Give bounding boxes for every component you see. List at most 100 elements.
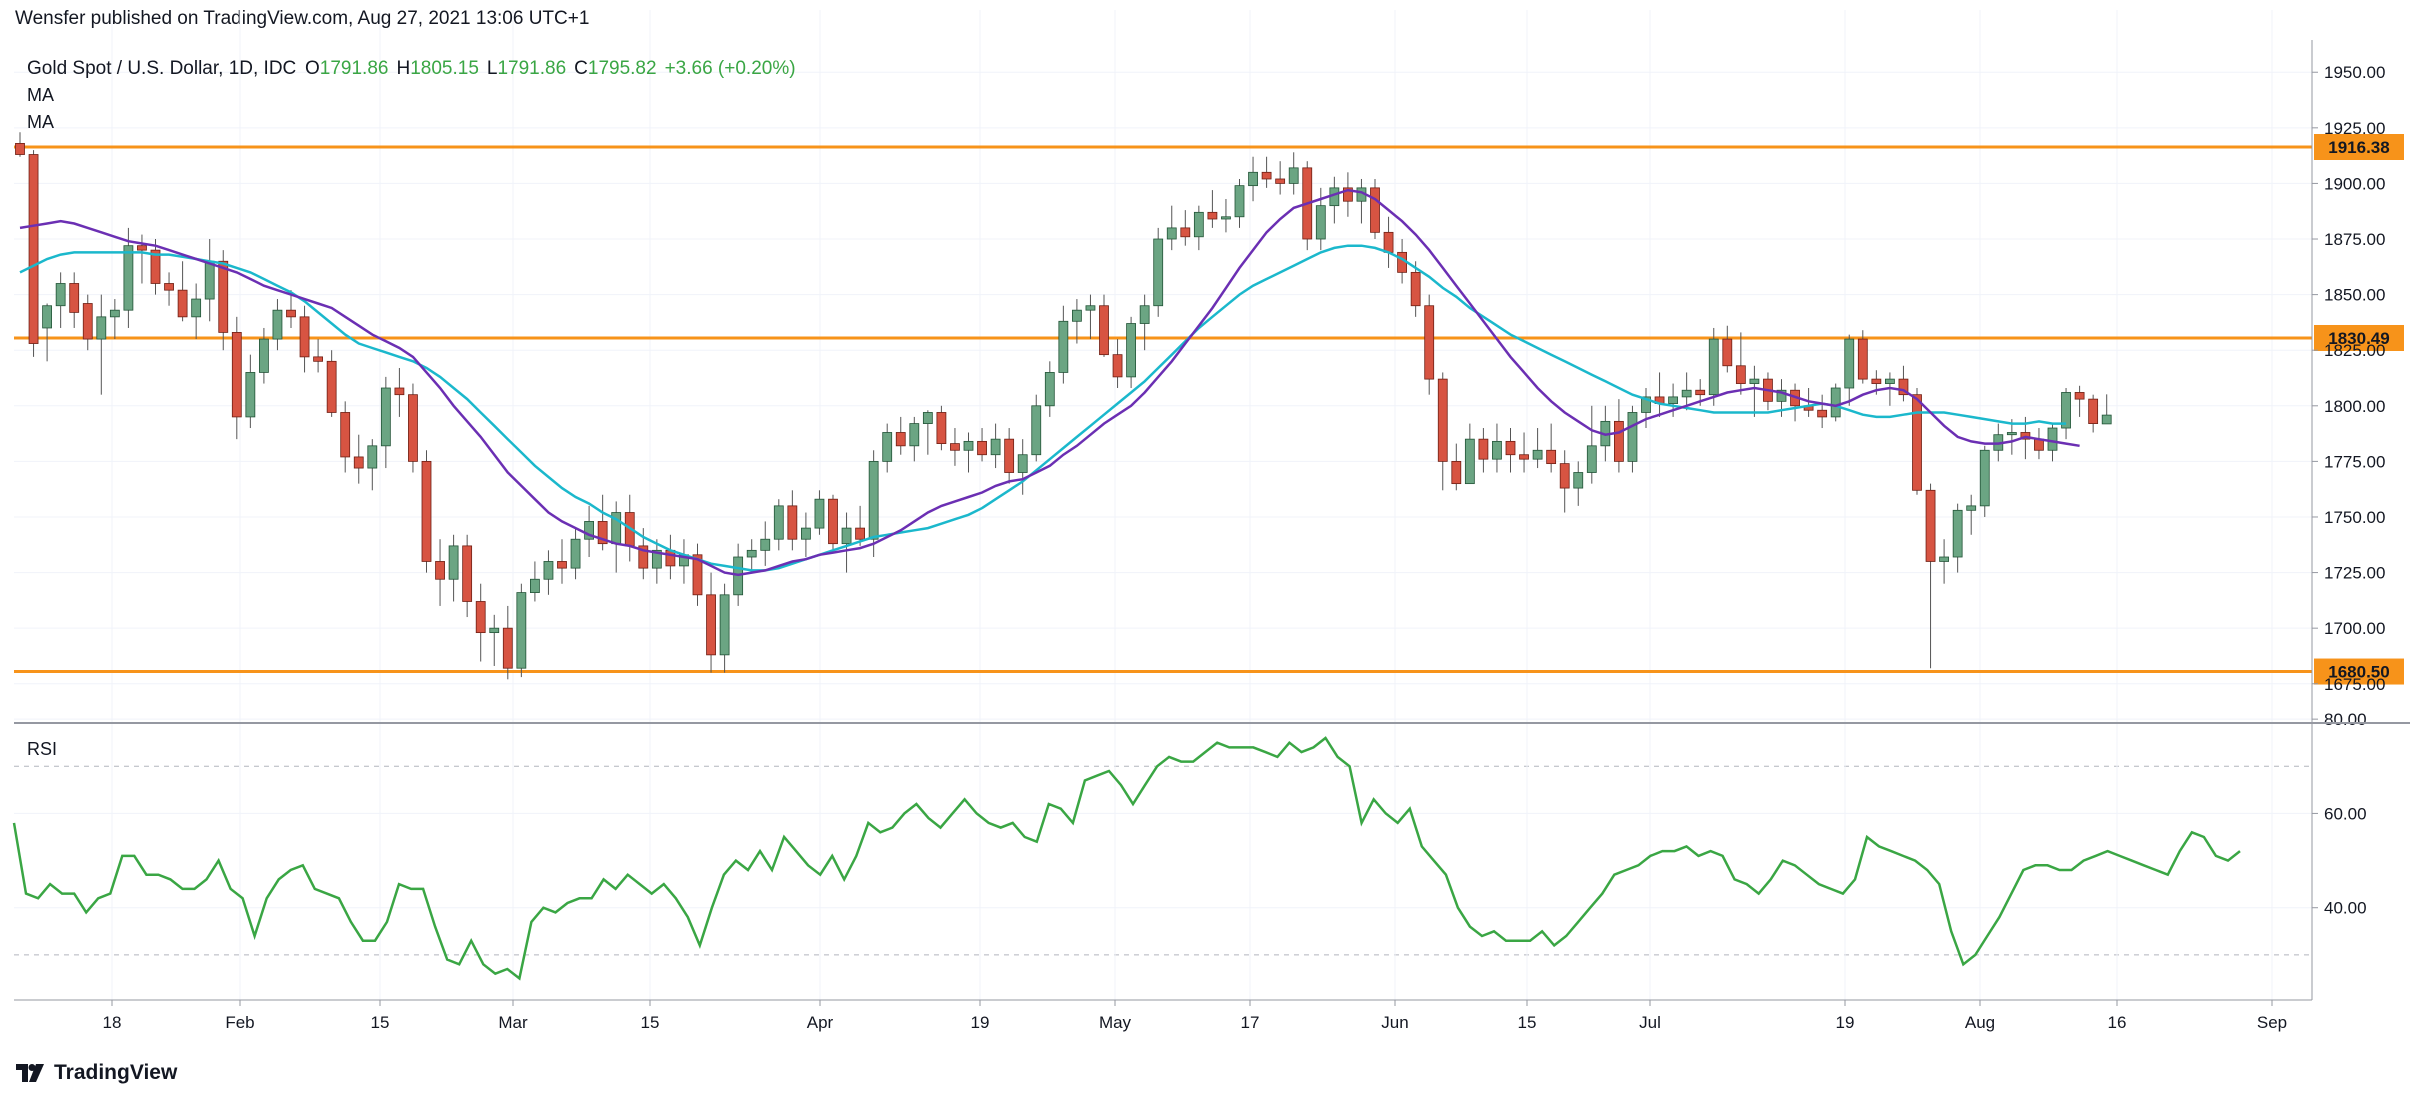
candle-up [530, 561, 540, 602]
candle-up [922, 410, 933, 455]
candle-body [55, 283, 66, 307]
candle-body [1275, 178, 1286, 184]
candle-body [1708, 338, 1719, 396]
moving-averages [19, 188, 2080, 577]
candle-down [1817, 394, 1828, 429]
grid-layer [14, 10, 2312, 1000]
candle-body [1031, 405, 1042, 456]
candle-up [841, 512, 852, 573]
candle-body [42, 305, 52, 329]
candle-up [1058, 305, 1069, 384]
rsi-pane [12, 736, 2241, 981]
candle-down [69, 272, 80, 328]
candle-body [1383, 231, 1394, 253]
candle-body [1126, 323, 1136, 378]
price-tick-label: 1875.00 [2324, 230, 2385, 249]
candle-body [2061, 392, 2071, 429]
candle-up [773, 499, 784, 551]
candle-down [502, 605, 513, 680]
candle-down [353, 434, 364, 484]
candle-down [936, 405, 947, 451]
time-tick-label: 17 [1241, 1013, 1260, 1032]
candle-body [1410, 271, 1421, 307]
candle-body [1058, 320, 1069, 373]
candle-down [421, 450, 432, 573]
candle-down [895, 416, 906, 455]
candle-body [530, 578, 540, 593]
time-tick-label: Sep [2257, 1013, 2287, 1032]
candle-body [651, 549, 662, 569]
ma-label-2[interactable]: MA [27, 112, 54, 132]
candle-down [1261, 156, 1272, 188]
high-value: 1805.15 [410, 58, 479, 79]
time-tick-label: Mar [498, 1013, 528, 1032]
candle-body [258, 338, 269, 373]
chart-title: Gold Spot / U.S. Dollar, 1D, IDC [27, 58, 296, 79]
candle-up [814, 490, 825, 535]
candle-body [1885, 378, 1895, 384]
candle-up [109, 299, 120, 340]
candle-up [570, 528, 581, 580]
candle-body [1044, 372, 1055, 407]
candle-down [1898, 365, 1909, 402]
candle-up [272, 299, 283, 351]
candle-body [706, 594, 716, 656]
candle-down [1383, 216, 1394, 268]
price-tick-label: 1775.00 [2324, 452, 2385, 471]
level-badge [2314, 324, 2404, 351]
low-value: 1791.86 [497, 58, 566, 79]
candle-up [1627, 405, 1638, 473]
candle-body [137, 245, 147, 251]
candle-down [475, 583, 486, 662]
time-tick-label: 19 [1836, 1013, 1855, 1032]
candle-body [1315, 205, 1326, 240]
time-tick-label: Jul [1639, 1013, 1661, 1032]
candle-body [1221, 216, 1231, 220]
candle-down [435, 539, 445, 606]
candle-down [394, 367, 405, 417]
candle-body [191, 298, 202, 318]
ma-label-1[interactable]: MA [27, 85, 54, 105]
price-tick-label: 1700.00 [2324, 619, 2385, 638]
level-label: 1830.49 [2328, 329, 2389, 348]
candle-up [746, 539, 757, 573]
close-label: C [574, 58, 588, 79]
candle-body [489, 627, 500, 634]
candle-up [55, 272, 66, 328]
candle-up [651, 539, 662, 584]
time-tick-label: Jun [1381, 1013, 1408, 1032]
brand-name[interactable]: TradingView [54, 1061, 178, 1084]
candle-up [2006, 419, 2017, 455]
candle-down [1275, 161, 1286, 195]
rsi-tick-label: 40.00 [2324, 899, 2367, 918]
candle-down [1912, 388, 1922, 495]
candle-down [855, 505, 865, 546]
candle-body [28, 154, 39, 344]
candle-down [950, 428, 960, 466]
candle-body [1749, 378, 1760, 384]
open-value: 1791.86 [320, 58, 389, 79]
candle-body [1112, 354, 1123, 378]
candle-up [543, 550, 554, 595]
candle-down [1722, 325, 1733, 373]
rsi-label[interactable]: RSI [27, 739, 57, 759]
candle-down [828, 494, 838, 551]
candle-body [1681, 389, 1692, 398]
tradingview-logo-icon [16, 1064, 44, 1082]
candle-down [1410, 261, 1421, 317]
candle-up [1126, 316, 1136, 389]
candle-down [692, 543, 703, 606]
candle-down [2088, 394, 2099, 433]
candle-body [367, 445, 378, 469]
candle-body [841, 527, 852, 545]
candle-body [516, 592, 527, 669]
candle-body [1248, 171, 1258, 187]
candle-up [448, 534, 459, 602]
candle-body [1437, 378, 1448, 462]
price-tick-label: 1925.00 [2324, 119, 2385, 138]
candle-down [150, 239, 161, 295]
candle-body [448, 545, 459, 580]
price-tick-label: 1850.00 [2324, 286, 2385, 305]
candle-body [719, 594, 730, 656]
